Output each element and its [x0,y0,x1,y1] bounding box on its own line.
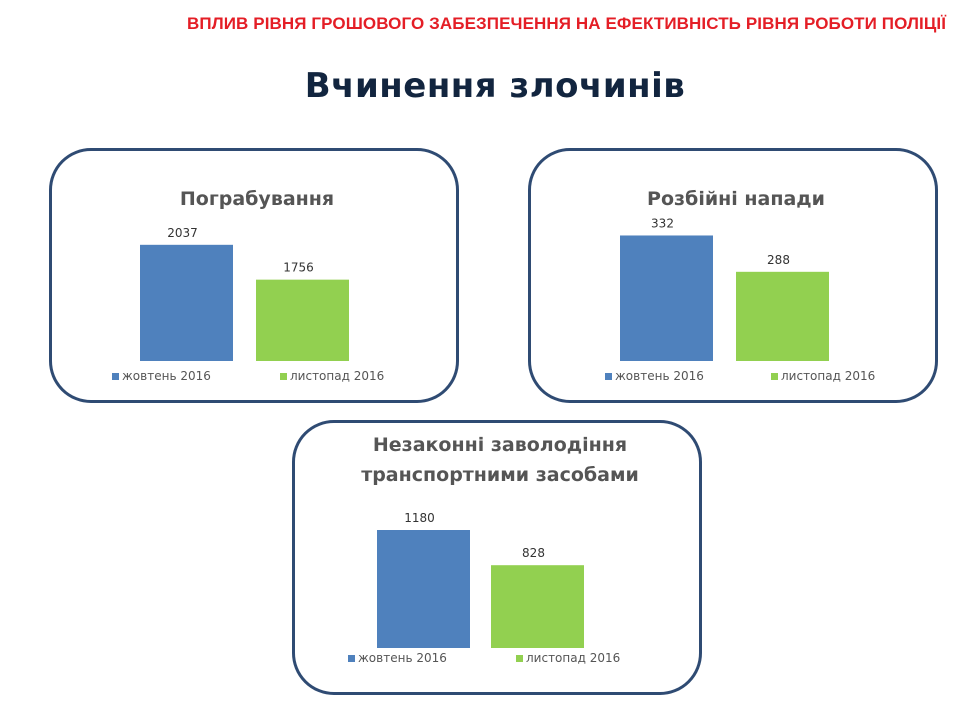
legend-label: жовтень 2016 [358,651,447,665]
bar-october [620,235,713,361]
chart-panel-robbery: Пограбування 2037 1756 жовтень 2016 листопад… [49,148,459,403]
bar-chart: Незаконні заволодіння транспортними засоб… [348,434,639,665]
legend-label: жовтень 2016 [122,369,211,383]
legend-label: жовтень 2016 [615,369,704,383]
legend-label: листопад 2016 [290,369,384,383]
legend-label: листопад 2016 [526,651,620,665]
chart-panel-vehicle-theft: Незаконні заволодіння транспортними засоб… [292,420,702,695]
bar-november [491,565,584,648]
bar-october [377,530,470,648]
chart-title: транспортними засобами [361,464,639,486]
data-label: 2037 [167,226,198,240]
bar-chart: Розбійні напади 332 288 жовтень 2016 листопа… [605,188,875,383]
slide-subtitle: ВПЛИВ РІВНЯ ГРОШОВОГО ЗАБЕЗПЕЧЕННЯ НА ЕФ… [187,14,946,33]
bar-november [736,271,829,361]
legend-swatch [605,373,612,380]
bar-chart: Пограбування 2037 1756 жовтень 2016 листопад… [112,188,384,383]
data-label: 288 [767,253,790,267]
legend-swatch [348,655,355,662]
legend-swatch [516,655,523,662]
legend-swatch [771,373,778,380]
data-label: 332 [651,216,674,230]
legend-swatch [112,373,119,380]
chart-title: Пограбування [180,188,334,210]
chart-panel-assault: Розбійні напади 332 288 жовтень 2016 листопа… [528,148,938,403]
legend-swatch [280,373,287,380]
legend-label: листопад 2016 [781,369,875,383]
bar-october [140,244,233,361]
chart-title: Розбійні напади [647,188,825,210]
chart-title: Незаконні заволодіння [373,434,627,456]
slide-title: Вчинення злочинів [304,66,686,106]
data-label: 1180 [404,511,435,525]
data-label: 1756 [283,261,314,275]
bar-november [256,279,349,361]
data-label: 828 [522,546,545,560]
